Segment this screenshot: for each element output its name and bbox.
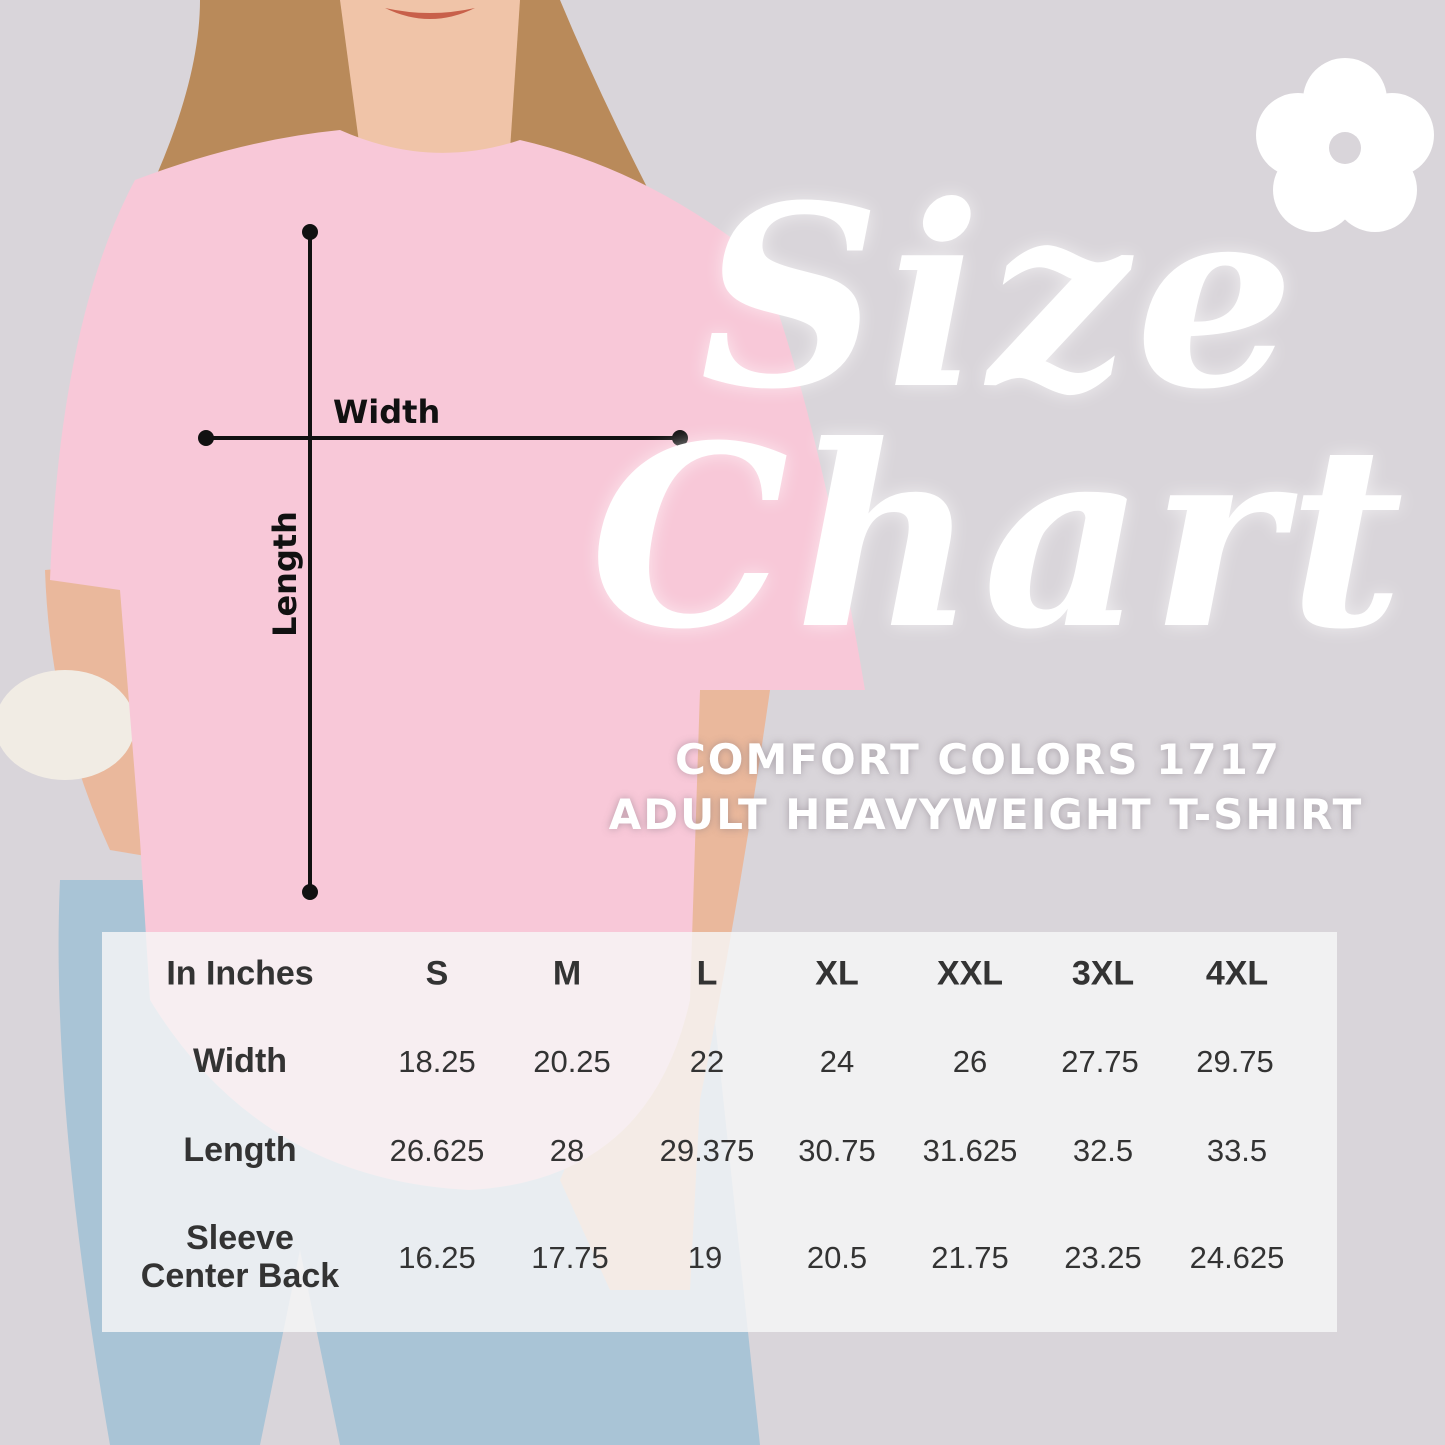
row-label-length: Length (183, 1131, 297, 1169)
size-header: M (552, 954, 582, 993)
unit-header: In Inches (166, 954, 314, 993)
table-cell: 23.25 (1064, 1240, 1142, 1275)
table-cell: 24.625 (1189, 1240, 1285, 1275)
table-cell: 16.25 (398, 1240, 476, 1275)
length-label: Length (265, 511, 304, 637)
size-header: S (425, 954, 449, 993)
table-cell: 28 (549, 1133, 585, 1168)
width-label: Width (333, 393, 441, 431)
lips (385, 8, 475, 19)
table-cell: 26 (952, 1044, 988, 1079)
table-cell: 18.25 (398, 1044, 476, 1079)
width-left-dot (198, 430, 214, 446)
size-header: 4XL (1205, 954, 1269, 993)
table-cell: 21.75 (931, 1240, 1009, 1275)
row-label-sleeve: Sleeve Center Back (141, 1219, 339, 1295)
shirt (50, 130, 865, 1190)
hair (150, 0, 800, 470)
size-header: XL (815, 954, 859, 993)
row-label-line: Sleeve (186, 1219, 294, 1257)
table-cell: 26.625 (389, 1133, 485, 1168)
table-cell: 20.25 (533, 1044, 611, 1079)
table-cell: 30.75 (798, 1133, 876, 1168)
subtitle-line1: COMFORT COLORS 1717 (674, 735, 1282, 784)
table-cell: 20.5 (806, 1240, 868, 1275)
table-cell: 17.75 (531, 1240, 609, 1275)
title-line2: Chart (590, 390, 1410, 684)
table-cell: 22 (689, 1044, 725, 1079)
length-top-dot (302, 224, 318, 240)
subtitle-line2: ADULT HEAVYWEIGHT T-SHIRT (608, 790, 1364, 839)
size-header: L (696, 954, 718, 993)
table-cell: 29.75 (1196, 1044, 1274, 1079)
table-cell: 31.625 (922, 1133, 1018, 1168)
size-table: In Inches S M L XL XXL 3XL 4XL Width 18.… (102, 932, 1337, 1332)
table-cell: 27.75 (1061, 1044, 1139, 1079)
neck (340, 0, 520, 175)
width-right-dot (672, 430, 688, 446)
row-label-width: Width (192, 1042, 288, 1080)
table-cell: 29.375 (659, 1133, 755, 1168)
title-line1: Size (700, 150, 1301, 444)
row-label-line: Center Back (140, 1257, 340, 1295)
size-header: 3XL (1071, 954, 1135, 993)
flower-icon (1256, 58, 1434, 232)
scrunchie (0, 670, 135, 780)
table-cell: 32.5 (1072, 1133, 1134, 1168)
table-cell: 24 (819, 1044, 855, 1079)
table-cell: 19 (687, 1240, 723, 1275)
size-header: XXL (936, 954, 1004, 993)
table-cell: 33.5 (1206, 1133, 1268, 1168)
length-bottom-dot (302, 884, 318, 900)
